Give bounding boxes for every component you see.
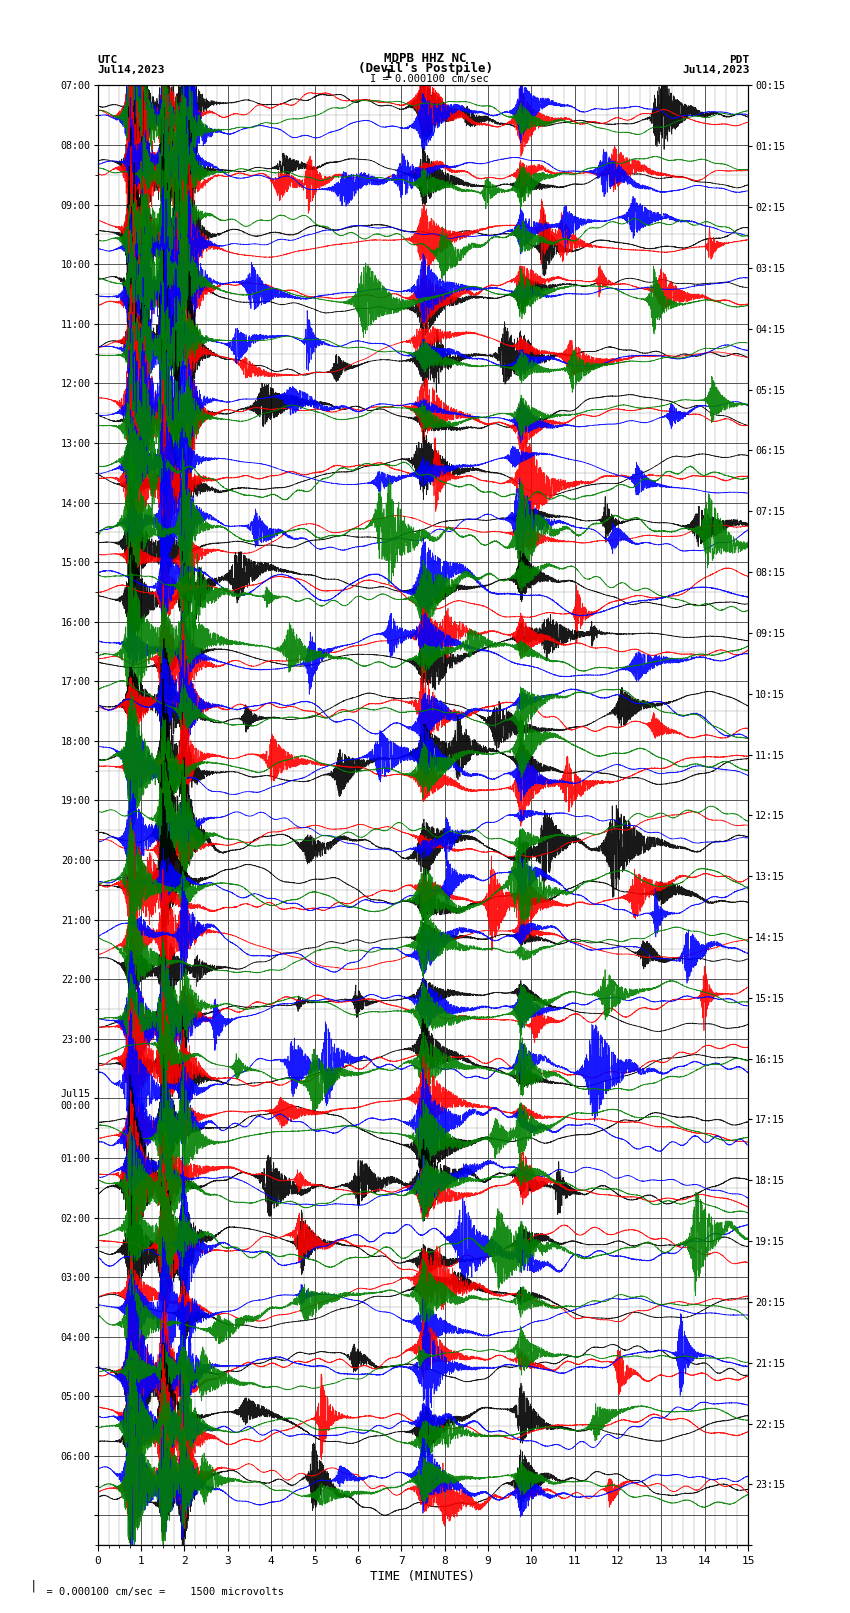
Text: PDT: PDT — [729, 55, 750, 65]
Text: I: I — [385, 68, 392, 82]
Text: = 0.000100 cm/sec =    1500 microvolts: = 0.000100 cm/sec = 1500 microvolts — [34, 1587, 284, 1597]
Text: MDPB HHZ NC: MDPB HHZ NC — [383, 52, 467, 65]
X-axis label: TIME (MINUTES): TIME (MINUTES) — [371, 1569, 475, 1582]
Text: UTC: UTC — [98, 55, 118, 65]
Text: |: | — [30, 1579, 37, 1592]
Text: I = 0.000100 cm/sec: I = 0.000100 cm/sec — [370, 74, 489, 84]
Text: Jul14,2023: Jul14,2023 — [683, 65, 750, 76]
Text: (Devil's Postpile): (Devil's Postpile) — [358, 61, 492, 76]
Text: Jul14,2023: Jul14,2023 — [98, 65, 165, 76]
